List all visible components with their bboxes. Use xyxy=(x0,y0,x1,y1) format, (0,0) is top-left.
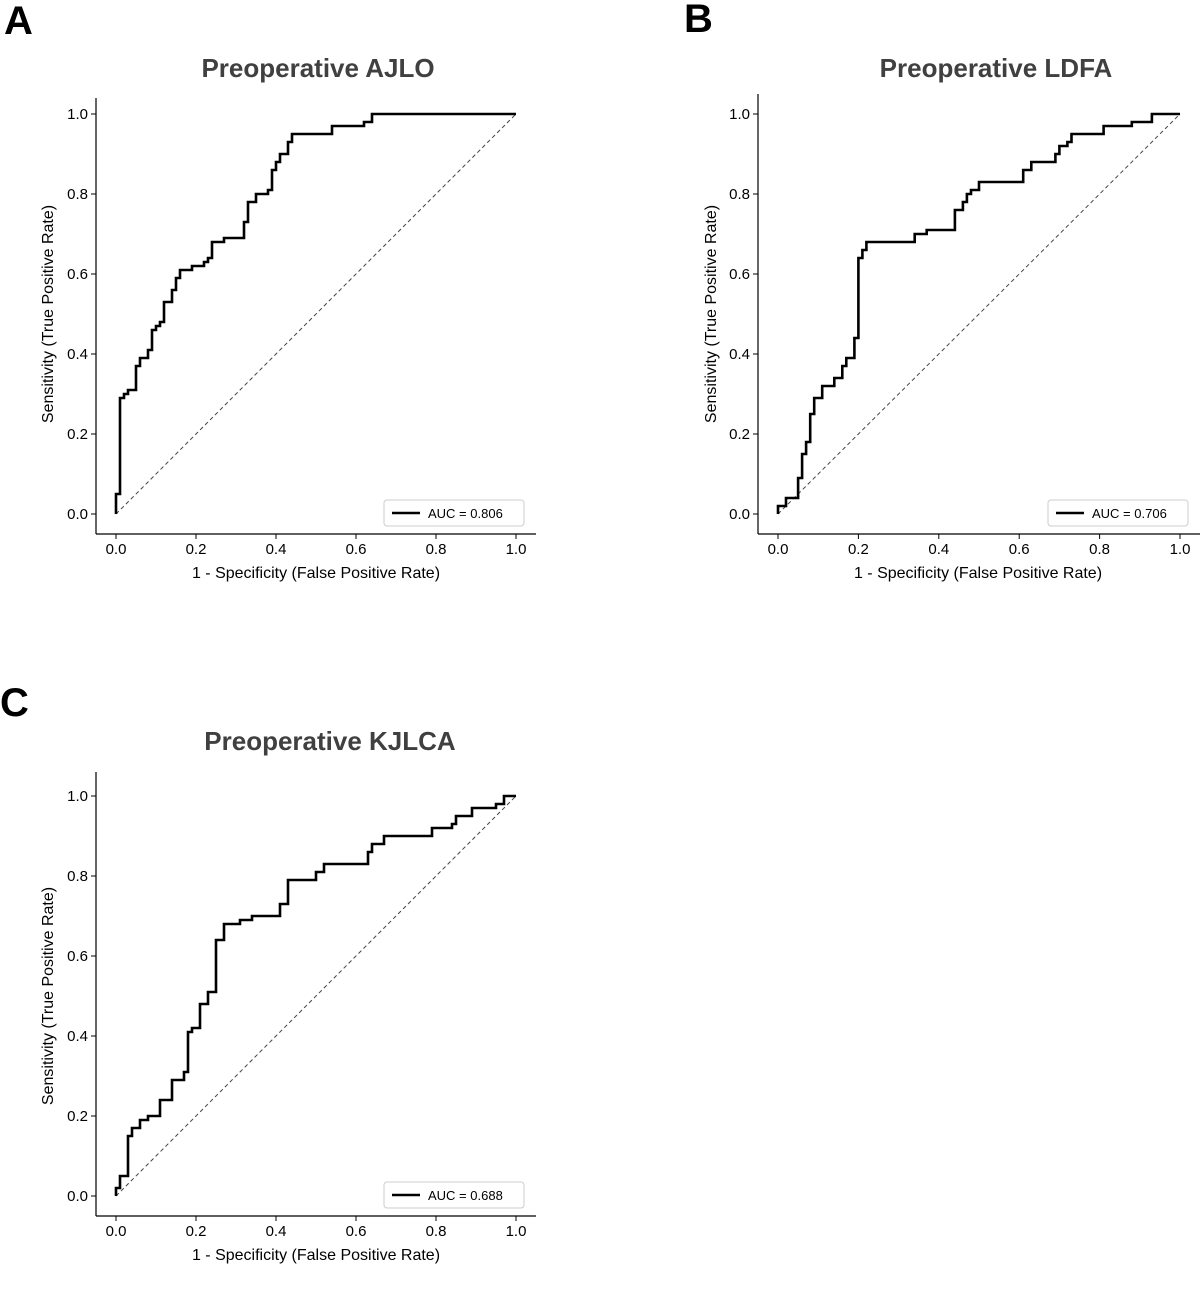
chance-diagonal-line xyxy=(777,113,1181,515)
panel-b: B Preoperative LDFA 0.0 0.0 0.2 0.2 0.4 0.4 0.… xyxy=(664,0,1200,630)
y-tick-label: 0.4 xyxy=(67,346,88,363)
x-tick-label: 1.0 xyxy=(1170,541,1191,558)
x-tick-label: 0.8 xyxy=(1089,541,1110,558)
x-tick-label: 0.2 xyxy=(848,541,869,558)
y-axis-label: Sensitivity (True Positive Rate) xyxy=(40,887,57,1105)
plot-area: 0.0 0.0 0.2 0.2 0.4 0.4 0.6 0.6 0.8 0.8 1.0 1.0 AUC … xyxy=(67,98,536,558)
legend-box xyxy=(1047,499,1189,527)
y-tick-label: 0.8 xyxy=(67,186,88,203)
x-tick-label: 0.2 xyxy=(186,541,207,558)
roc-chart-c: C Preoperative KJLCA 0.00.00.20.20.40.40… xyxy=(0,681,536,1264)
x-tick-label: 0.8 xyxy=(426,1223,447,1240)
plot-area: 0.0 0.0 0.2 0.2 0.4 0.4 0.6 0.6 0.8 0.8 1.0 1.0 AUC … xyxy=(67,772,536,1240)
y-tick-label: 0.8 xyxy=(67,868,88,885)
panel-letter: C xyxy=(0,681,29,725)
y-tick-label: 0.2 xyxy=(67,426,88,443)
y-axis-label: Sensitivity (True Positive Rate) xyxy=(40,205,57,423)
x-axis-label: 1 - Specificity (False Positive Rate) xyxy=(854,565,1102,582)
plot-area: 0.0 0.0 0.2 0.2 0.4 0.4 0.6 0.6 0.8 0.8 1.0 1.0 AUC … xyxy=(729,94,1200,558)
chance-diagonal-line xyxy=(115,113,517,515)
y-tick-label: 0.0 xyxy=(729,506,750,523)
chance-diagonal-line xyxy=(115,795,517,1197)
panel-c: C Preoperative KJLCA 0.0 0.0 0.2 0.2 0.4 0.4 0… xyxy=(0,681,600,1312)
y-tick-label: 1.0 xyxy=(67,788,88,805)
x-tick-label: 0.4 xyxy=(928,541,949,558)
x-tick-label: 0.6 xyxy=(1009,541,1030,558)
x-tick-label: 0.0 xyxy=(768,541,789,558)
y-tick-label: 1.0 xyxy=(729,106,750,123)
x-tick-label: 0.4 xyxy=(266,541,287,558)
x-axis-label: 1 - Specificity (False Positive Rate) xyxy=(192,565,440,582)
y-tick-label: 0.0 xyxy=(67,1188,88,1205)
x-tick-label: 0.8 xyxy=(426,541,447,558)
x-axis-label: 1 - Specificity (False Positive Rate) xyxy=(192,1247,440,1264)
legend-label: AUC = 0.706 xyxy=(1092,506,1167,521)
panel-letter: B xyxy=(684,0,713,41)
y-axis-label: Sensitivity (True Positive Rate) xyxy=(703,205,720,423)
x-tick-label: 1.0 xyxy=(506,1223,527,1240)
y-tick-label: 0.4 xyxy=(729,346,750,363)
legend-box xyxy=(383,499,525,527)
roc-curve-line xyxy=(776,112,1180,514)
panel-letter: A xyxy=(4,0,33,43)
y-tick-label: 0.8 xyxy=(729,186,750,203)
y-tick-label: 0.0 xyxy=(67,506,88,523)
y-tick-label: 0.2 xyxy=(729,426,750,443)
chart-title: Preoperative KJLCA xyxy=(204,726,456,756)
panel-a: A Preoperative AJLO 0.0 0.0 0.2 0.2 0.4 0.4 0.… xyxy=(0,0,600,630)
x-tick-label: 0.6 xyxy=(346,541,367,558)
legend-label: AUC = 0.688 xyxy=(428,1188,503,1203)
roc-chart-b: B Preoperative LDFA 0.00.00.20.20.40.40.… xyxy=(684,0,1200,582)
legend-box xyxy=(383,1181,525,1209)
y-tick-label: 0.4 xyxy=(67,1028,88,1045)
roc-curve-line xyxy=(114,794,516,1196)
legend-label: AUC = 0.806 xyxy=(428,506,503,521)
x-tick-label: 0.6 xyxy=(346,1223,367,1240)
x-tick-label: 0.4 xyxy=(266,1223,287,1240)
y-tick-label: 0.6 xyxy=(67,266,88,283)
y-tick-label: 0.2 xyxy=(67,1108,88,1125)
y-tick-label: 0.6 xyxy=(729,266,750,283)
y-tick-label: 0.6 xyxy=(67,948,88,965)
roc-chart-a: A Preoperative AJLO 0.00.00.20.20.40.40.… xyxy=(4,0,536,582)
x-tick-label: 0.0 xyxy=(106,1223,127,1240)
chart-title: Preoperative AJLO xyxy=(201,53,434,83)
chart-title: Preoperative LDFA xyxy=(880,53,1113,83)
x-tick-label: 0.0 xyxy=(106,541,127,558)
x-tick-label: 0.2 xyxy=(186,1223,207,1240)
x-tick-label: 1.0 xyxy=(506,541,527,558)
roc-curve-line xyxy=(114,112,516,514)
y-tick-label: 1.0 xyxy=(67,106,88,123)
